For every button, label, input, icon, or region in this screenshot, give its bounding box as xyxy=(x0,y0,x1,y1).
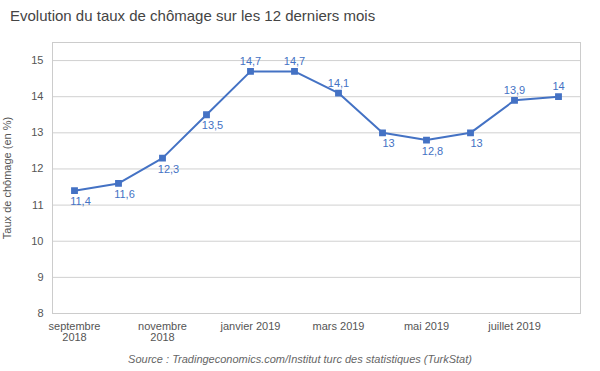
svg-text:11: 11 xyxy=(32,199,43,211)
svg-text:12: 12 xyxy=(31,162,43,174)
svg-text:juillet 2019: juillet 2019 xyxy=(487,320,541,332)
svg-text:mai 2019: mai 2019 xyxy=(404,320,449,332)
svg-text:12,3: 12,3 xyxy=(158,163,179,175)
svg-text:14: 14 xyxy=(31,90,43,102)
svg-text:14,7: 14,7 xyxy=(240,55,261,67)
html-text:Source : Tradingeconomics.com/: Source : Tradingeconomics.com/Institut t… xyxy=(128,353,472,365)
svg-text:mars 2019: mars 2019 xyxy=(313,320,365,332)
svg-text:11,4: 11,4 xyxy=(70,195,91,207)
svg-text:Taux de chômage (en %): Taux de chômage (en %) xyxy=(1,117,13,239)
svg-text:13,5: 13,5 xyxy=(202,119,223,131)
html-text:Evolution du taux de chômage s: Evolution du taux de chômage sur les 12 … xyxy=(10,7,376,24)
svg-text:janvier 2019: janvier 2019 xyxy=(220,320,281,332)
svg-text:11,6: 11,6 xyxy=(114,188,135,200)
svg-text:15: 15 xyxy=(31,54,43,66)
svg-text:14: 14 xyxy=(552,80,564,92)
svg-text:8: 8 xyxy=(37,307,43,319)
svg-text:septembre2018: septembre2018 xyxy=(49,320,101,343)
svg-text:13,9: 13,9 xyxy=(504,84,525,96)
svg-text:9: 9 xyxy=(37,271,43,283)
svg-text:13: 13 xyxy=(382,137,394,149)
svg-text:14,1: 14,1 xyxy=(328,77,349,89)
svg-text:14,7: 14,7 xyxy=(284,55,305,67)
svg-text:12,8: 12,8 xyxy=(422,145,443,157)
svg-text:13: 13 xyxy=(31,126,43,138)
svg-text:13: 13 xyxy=(470,137,482,149)
svg-text:10: 10 xyxy=(31,235,43,247)
svg-text:novembre2018: novembre2018 xyxy=(138,320,187,343)
